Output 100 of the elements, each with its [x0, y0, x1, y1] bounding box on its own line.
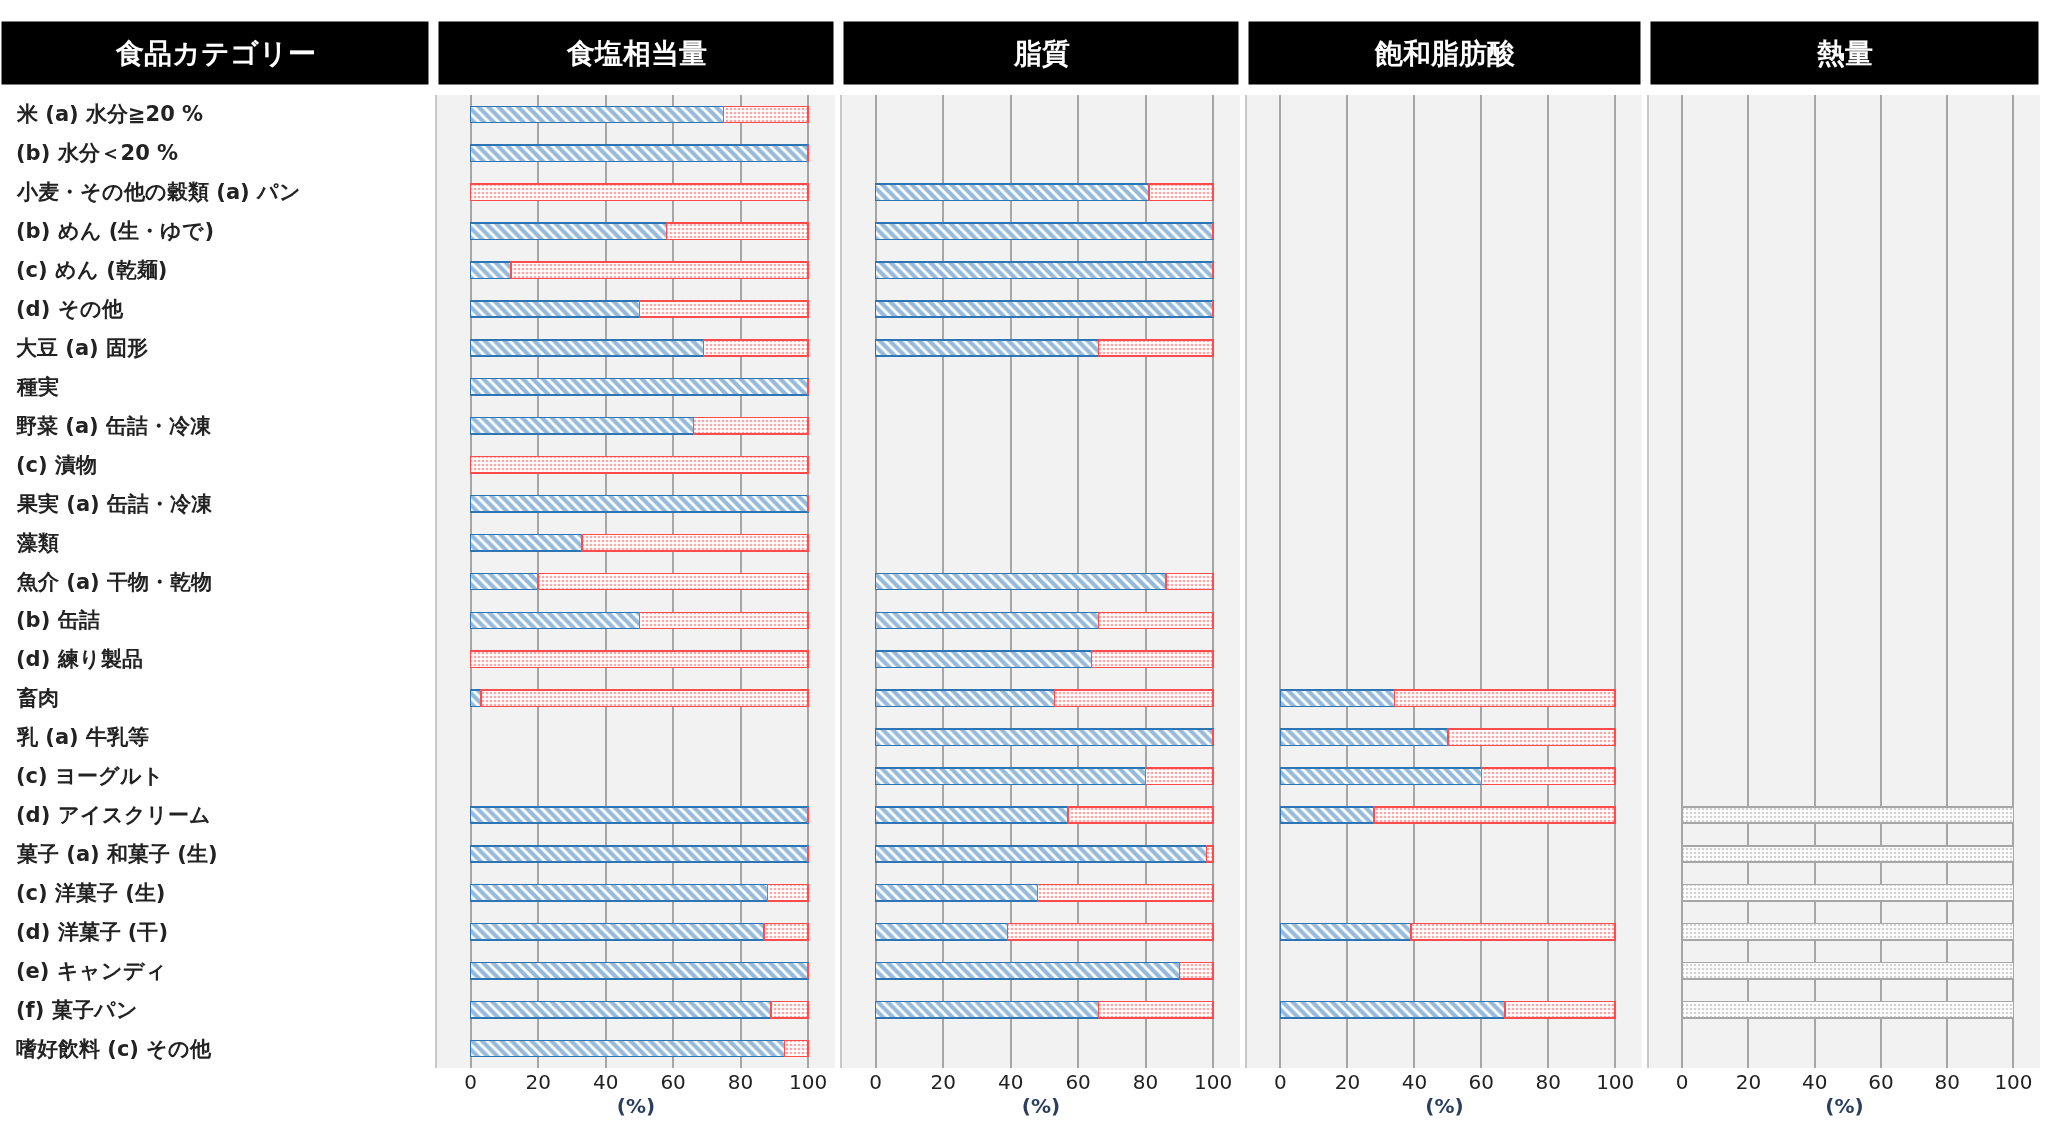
bar [874, 922, 1009, 941]
x-tick-label: 0 [464, 1070, 478, 1094]
bar [469, 222, 668, 241]
y-tick-label: 小麦・その他の穀類 (a) パン [16, 180, 301, 204]
bar [1144, 767, 1214, 786]
x-axis-title: (%) [1425, 1094, 1464, 1118]
y-tick-label: (d) アイスクリーム [16, 803, 211, 827]
bar [1373, 806, 1616, 824]
y-tick-label: 乳 (a) 牛乳等 [16, 725, 149, 749]
bar [770, 1000, 809, 1019]
x-tick-label: 0 [869, 1070, 883, 1094]
bar [469, 300, 641, 318]
y-tick-label: 菓子 (a) 和菓子 (生) [16, 842, 218, 866]
bar [874, 261, 1214, 280]
x-tick-label: 60 [1468, 1070, 1495, 1094]
bar [469, 961, 809, 980]
bar [1090, 650, 1214, 669]
x-tick-label: 0 [1675, 1070, 1689, 1094]
y-tick-label: 果実 (a) 缶詰・冷凍 [16, 492, 213, 516]
bar [1036, 883, 1214, 902]
bar [1205, 845, 1214, 863]
bar [1410, 922, 1616, 941]
y-tick-label: (b) めん (生・ゆで) [16, 219, 215, 243]
bar [469, 416, 695, 435]
x-tick-label: 60 [1065, 1070, 1091, 1094]
x-tick-label: 80 [1132, 1070, 1159, 1094]
y-tick-label: 野菜 (a) 缶詰・冷凍 [16, 414, 212, 438]
x-axis-title: (%) [616, 1094, 656, 1118]
bar [469, 533, 583, 552]
bar [1165, 572, 1214, 591]
y-tick-label: (f) 菓子パン [16, 998, 138, 1022]
bar [1393, 689, 1616, 708]
bar [692, 416, 809, 435]
x-tick-label: 100 [1596, 1070, 1635, 1094]
bar [469, 183, 809, 202]
bar [469, 1039, 786, 1058]
bar [874, 767, 1147, 786]
bar [1279, 767, 1483, 786]
bar [469, 455, 809, 474]
bar [766, 883, 809, 902]
y-tick-label: (d) その他 [16, 297, 124, 321]
bar [638, 300, 809, 318]
bar [1067, 806, 1214, 824]
y-tick-label: (c) 漬物 [16, 453, 97, 477]
bar [1279, 689, 1396, 708]
bar [469, 611, 641, 630]
bar [1178, 961, 1214, 980]
bar [874, 183, 1150, 202]
bar [874, 339, 1100, 357]
x-tick-label: 20 [1334, 1070, 1361, 1094]
x-tick-label: 100 [788, 1070, 828, 1094]
bar [469, 339, 705, 357]
bar [1504, 1000, 1616, 1019]
bar [1148, 183, 1214, 202]
bar [874, 1000, 1100, 1019]
x-tick-label: 100 [1994, 1070, 2033, 1094]
bar [1006, 922, 1214, 941]
bar [874, 611, 1100, 630]
y-tick-label: (b) 缶詰 [16, 608, 100, 632]
bar [874, 806, 1069, 824]
x-tick-label: 20 [1735, 1070, 1762, 1094]
bar [722, 105, 809, 124]
bar [874, 572, 1167, 591]
x-tick-label: 60 [660, 1070, 686, 1094]
y-tick-label: (c) ヨーグルト [16, 764, 164, 788]
y-tick-label: 大豆 (a) 固形 [16, 336, 148, 360]
x-tick-label: 20 [525, 1070, 551, 1094]
x-tick-label: 40 [592, 1070, 619, 1094]
y-tick-label: (d) 練り製品 [16, 647, 143, 671]
bar [1097, 1000, 1214, 1019]
y-axis-title: 食品カテゴリー [114, 36, 316, 70]
x-tick-label: 40 [1401, 1070, 1428, 1094]
bar [469, 144, 809, 163]
bar [1480, 767, 1616, 786]
bar [874, 845, 1208, 863]
y-tick-label: 藻類 [16, 531, 59, 555]
bar [874, 728, 1214, 747]
x-axis-title: (%) [1021, 1094, 1061, 1118]
bar [763, 922, 809, 941]
chart-title: 食塩相当量 [565, 36, 707, 70]
bar [638, 611, 809, 630]
bar [1279, 806, 1375, 824]
bar [1053, 689, 1214, 708]
bar [469, 806, 809, 824]
chart-title: 脂質 [1012, 36, 1070, 70]
bar [469, 883, 769, 902]
bar [469, 494, 809, 513]
bar [874, 883, 1039, 902]
bar [702, 339, 809, 357]
y-tick-label: 嗜好飲料 (c) その他 [16, 1037, 213, 1061]
chart-title: 飽和脂肪酸 [1374, 36, 1515, 70]
bar [1097, 611, 1214, 630]
bar [874, 650, 1093, 669]
bar [469, 1000, 772, 1019]
bar [469, 922, 765, 941]
x-tick-label: 100 [1193, 1070, 1233, 1094]
bar [874, 689, 1056, 708]
y-tick-label: 種実 [16, 375, 59, 399]
bar [510, 261, 809, 280]
bar [469, 572, 539, 591]
